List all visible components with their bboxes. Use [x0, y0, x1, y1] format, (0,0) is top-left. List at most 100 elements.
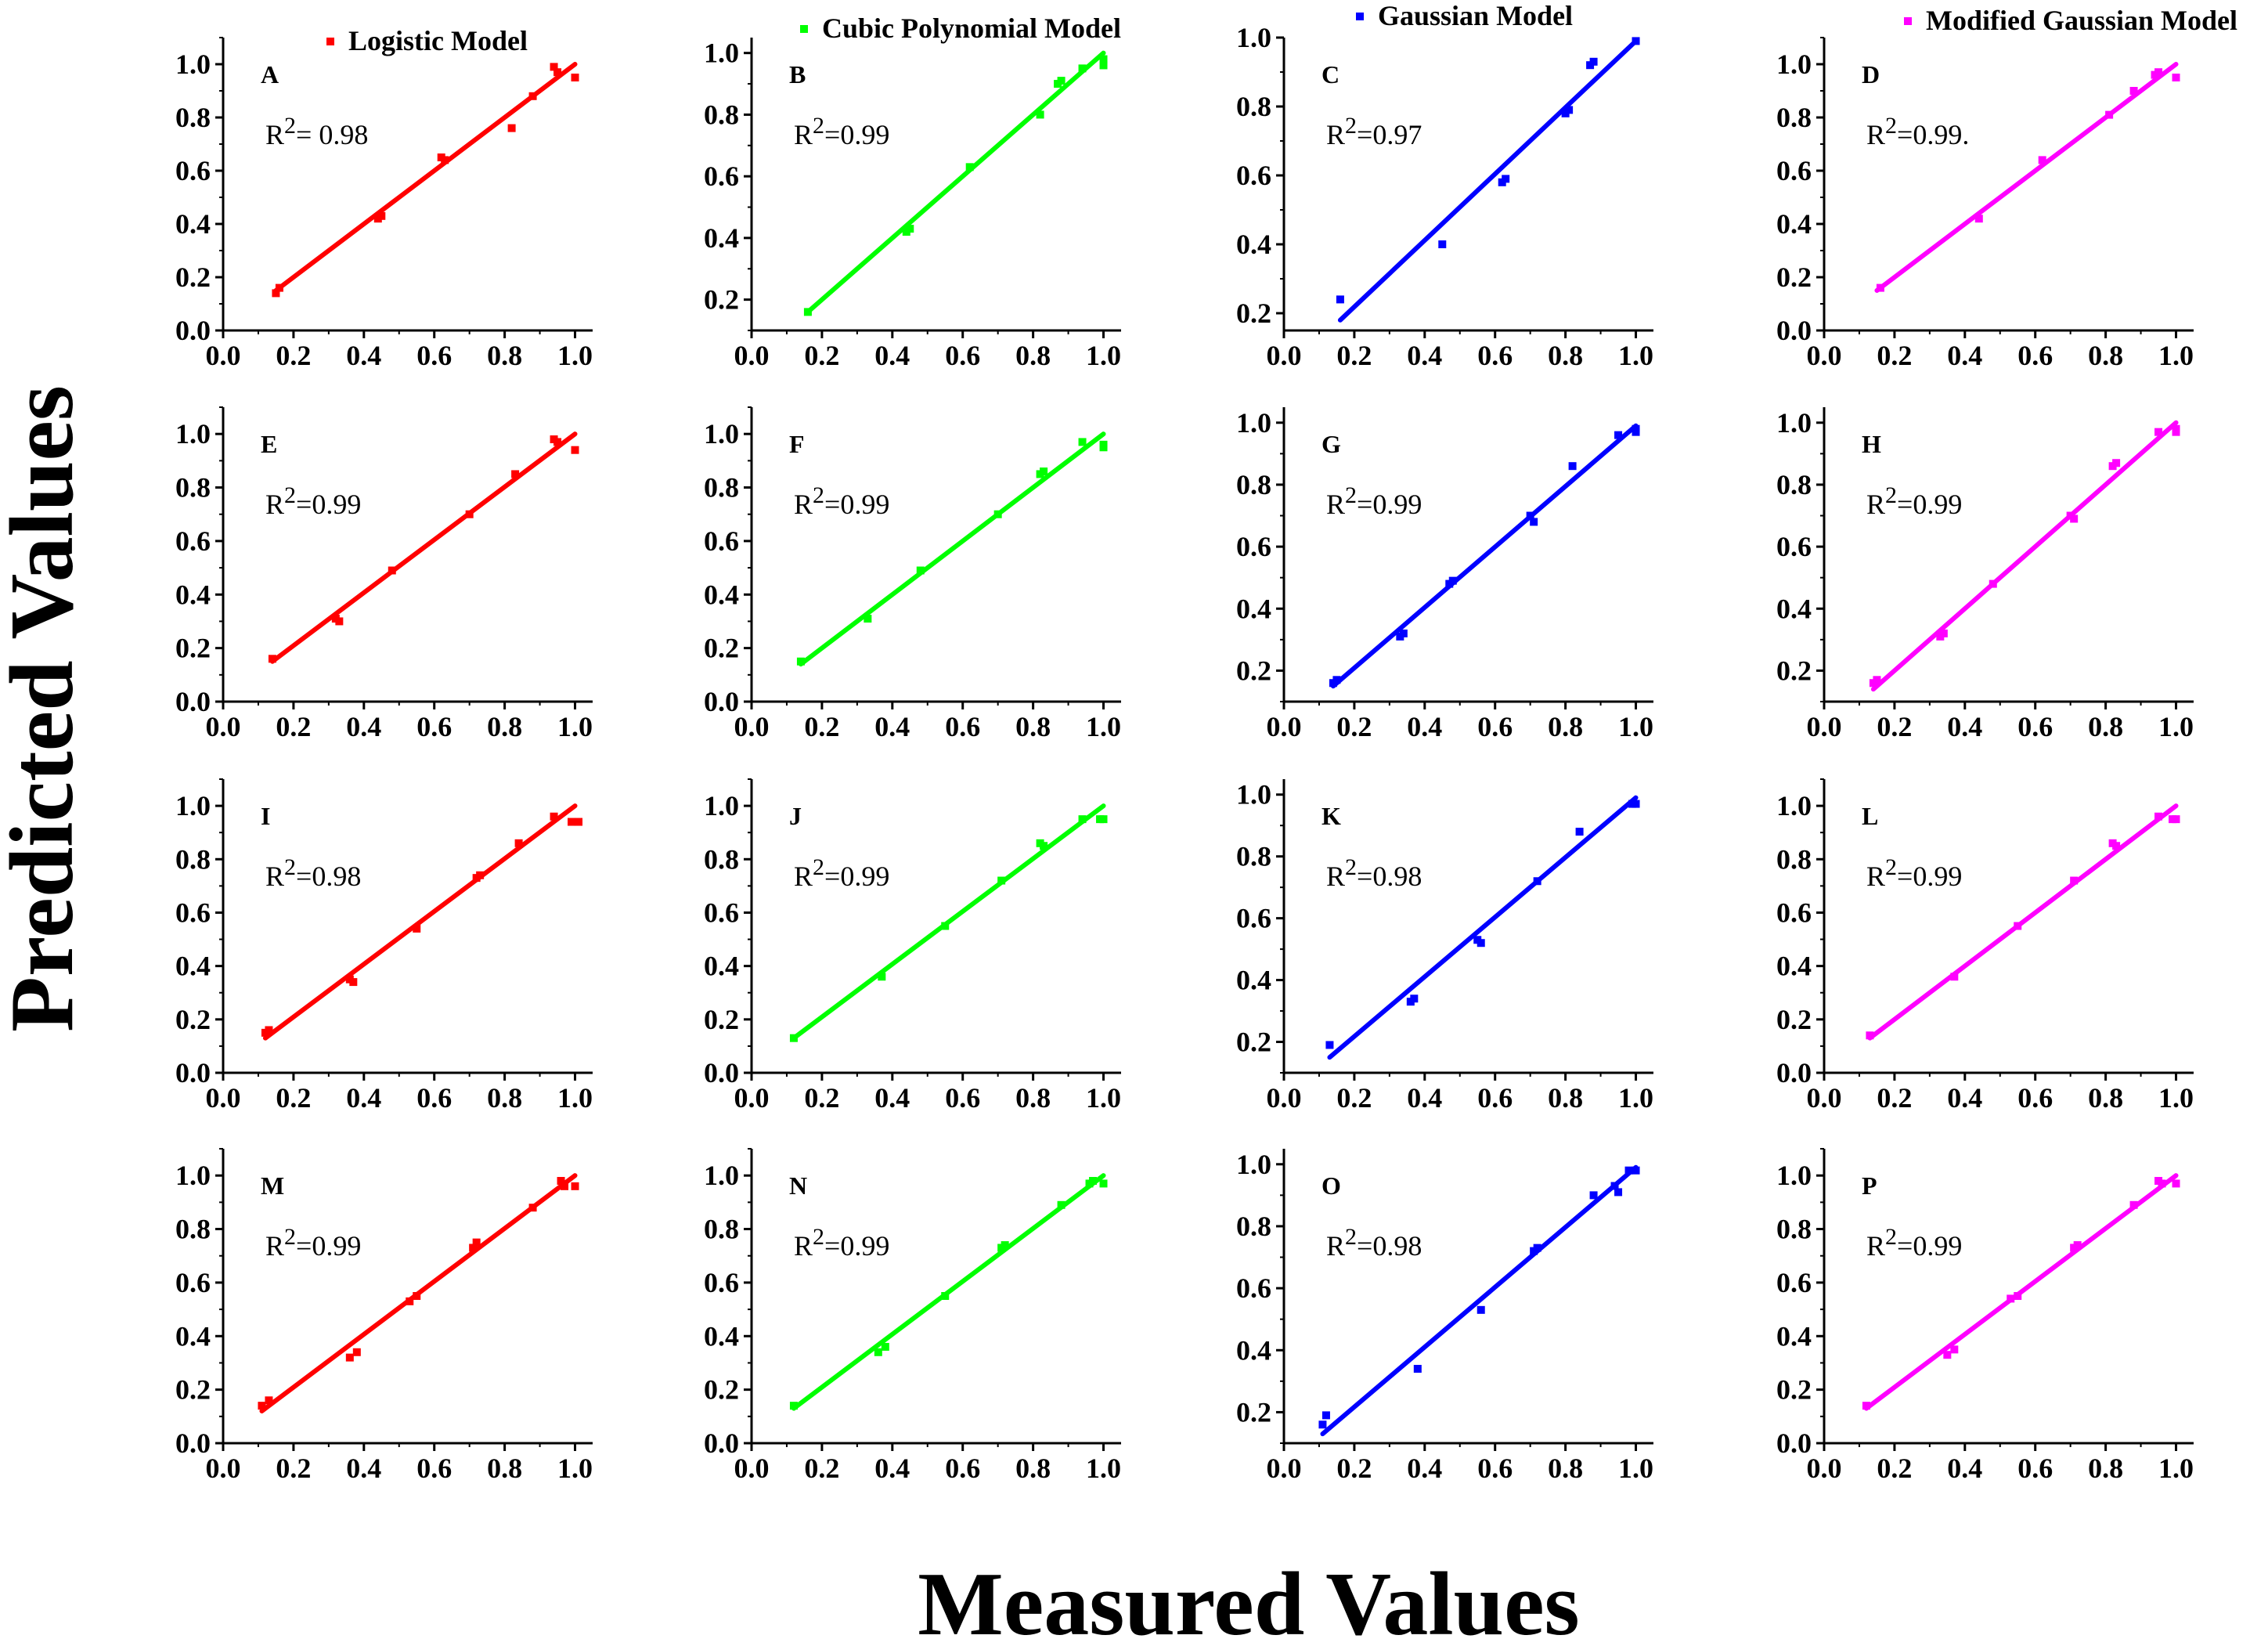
y-tick-label: 0.0: [704, 686, 739, 717]
x-tick-label: 0.2: [804, 340, 839, 371]
y-tick-label: 0.6: [1236, 531, 1271, 562]
data-point: [511, 470, 520, 478]
x-tick-label: 0.0: [206, 1082, 241, 1114]
y-tick-label: 1.0: [704, 1160, 739, 1191]
data-point: [789, 1034, 798, 1042]
y-tick-label: 0.4: [704, 579, 739, 610]
data-point: [1610, 1182, 1619, 1190]
data-point: [1568, 462, 1577, 471]
y-tick-label: 0.6: [1776, 1267, 1812, 1298]
data-point: [1632, 424, 1640, 433]
data-point: [1057, 77, 1065, 85]
x-tick-label: 0.4: [1947, 1453, 1982, 1484]
y-tick-label: 0.2: [175, 633, 211, 664]
panel-b: 0.0 0.2 0.4 0.6 0.8 1.0 0.2 0.4 0.6 0.8 1.0 B R2=0.9…: [704, 38, 1121, 371]
y-tick-label: 0.6: [1236, 903, 1271, 934]
x-tick-label: 1.0: [1086, 1453, 1121, 1484]
x-tick-label: 0.2: [276, 1453, 311, 1484]
data-point: [1099, 55, 1108, 63]
y-tick-label: 0.4: [1236, 965, 1271, 996]
y-tick-label: 0.8: [704, 99, 739, 130]
x-tick-label: 0.8: [2088, 711, 2123, 742]
x-tick-label: 0.6: [945, 1453, 980, 1484]
x-tick-label: 1.0: [1618, 1453, 1653, 1484]
x-tick-label: 0.6: [416, 340, 452, 371]
y-tick-label: 0.0: [175, 315, 211, 346]
y-tick-label: 0.6: [1776, 897, 1812, 928]
r-squared-label: R2=0.99: [794, 1224, 889, 1262]
x-tick-label: 0.6: [416, 1453, 452, 1484]
x-tick-label: 0.8: [1548, 1453, 1583, 1484]
data-point: [2154, 812, 2163, 821]
x-tick-label: 0.8: [1015, 340, 1051, 371]
y-tick-label: 0.8: [704, 843, 739, 875]
panel-l: 0.0 0.2 0.4 0.6 0.8 1.0 0.0 0.2 0.4 0.6 0.8 1.0 L R2=…: [1776, 778, 2194, 1114]
panel-n: 0.0 0.2 0.4 0.6 0.8 1.0 0.0 0.2 0.4 0.6 0.8 1.0 N R2=…: [704, 1148, 1121, 1484]
data-point: [472, 1238, 481, 1247]
y-tick-label: 0.4: [175, 579, 211, 610]
data-point: [349, 978, 358, 987]
data-point: [465, 510, 474, 518]
x-tick-label: 0.6: [1477, 340, 1513, 371]
panel-d: 0.0 0.2 0.4 0.6 0.8 1.0 0.0 0.2 0.4 0.6 0.8 1.0 D R2=…: [1776, 37, 2194, 371]
data-point: [1099, 815, 1108, 824]
y-tick-label: 1.0: [1236, 407, 1271, 439]
fit-line: [1320, 1164, 1639, 1437]
x-tick-label: 0.4: [874, 1453, 910, 1484]
data-point: [2073, 1241, 2082, 1250]
data-point: [2014, 1292, 2022, 1300]
data-point: [2014, 922, 2022, 930]
fit-line: [1870, 420, 2179, 692]
x-tick-label: 0.4: [874, 1082, 910, 1114]
x-tick-label: 0.6: [1477, 711, 1513, 742]
x-tick-label: 0.0: [206, 1453, 241, 1484]
data-point: [1614, 431, 1623, 439]
r-squared-label: R2=0.99.: [1866, 113, 1969, 150]
data-point: [2129, 1200, 2138, 1209]
y-tick-label: 0.2: [175, 1374, 211, 1406]
data-point: [2105, 110, 2114, 119]
panels: 0.0 0.2 0.4 0.6 0.8 1.0 0.0 0.2 0.4 0.6 0.8 1.0 A R2=…: [175, 22, 2194, 1484]
x-tick-label: 0.4: [1407, 340, 1442, 371]
x-tick-label: 0.6: [2017, 1453, 2053, 1484]
x-tick-label: 0.4: [874, 711, 910, 742]
x-tick-label: 0.0: [734, 711, 770, 742]
x-tick-label: 0.6: [1477, 1453, 1513, 1484]
data-point: [1866, 1031, 1874, 1040]
data-point: [528, 1204, 537, 1212]
x-tick-label: 0.0: [1267, 1082, 1302, 1114]
fit-line: [798, 431, 1106, 667]
data-point: [1943, 1351, 1952, 1359]
x-tick-label: 0.4: [874, 340, 910, 371]
y-tick-label: 0.0: [704, 1428, 739, 1459]
x-tick-label: 0.2: [276, 1082, 311, 1114]
x-tick-label: 0.8: [487, 711, 522, 742]
r-squared-label: R2= 0.98: [265, 113, 368, 150]
r-squared-label: R2=0.98: [1326, 854, 1422, 892]
data-point: [997, 876, 1006, 885]
y-tick-label: 0.0: [175, 686, 211, 717]
y-tick-label: 1.0: [175, 49, 211, 80]
y-tick-label: 0.8: [1776, 469, 1812, 500]
panel-p: 0.0 0.2 0.4 0.6 0.8 1.0 0.0 0.2 0.4 0.6 0.8 1.0 P R2=…: [1776, 1148, 2194, 1484]
x-tick-label: 0.4: [346, 711, 381, 742]
panel-label: H: [1862, 430, 1881, 458]
data-point: [571, 74, 579, 81]
data-point: [1624, 1166, 1633, 1175]
data-point: [1533, 877, 1541, 886]
x-tick-label: 0.6: [416, 711, 452, 742]
y-tick-label: 1.0: [175, 1160, 211, 1191]
data-point: [1530, 518, 1538, 526]
data-point: [1477, 939, 1485, 948]
panel-label: I: [261, 802, 270, 830]
y-tick-label: 0.0: [1776, 315, 1812, 346]
y-tick-label: 0.0: [175, 1057, 211, 1088]
x-tick-label: 0.2: [804, 1082, 839, 1114]
y-tick-label: 0.8: [1776, 843, 1812, 875]
y-tick-label: 1.0: [704, 418, 739, 449]
data-point: [476, 871, 485, 879]
fit-line: [273, 62, 578, 293]
legend-label: Modified Gaussian Model: [1926, 5, 2237, 36]
y-tick-label: 0.0: [1776, 1057, 1812, 1088]
